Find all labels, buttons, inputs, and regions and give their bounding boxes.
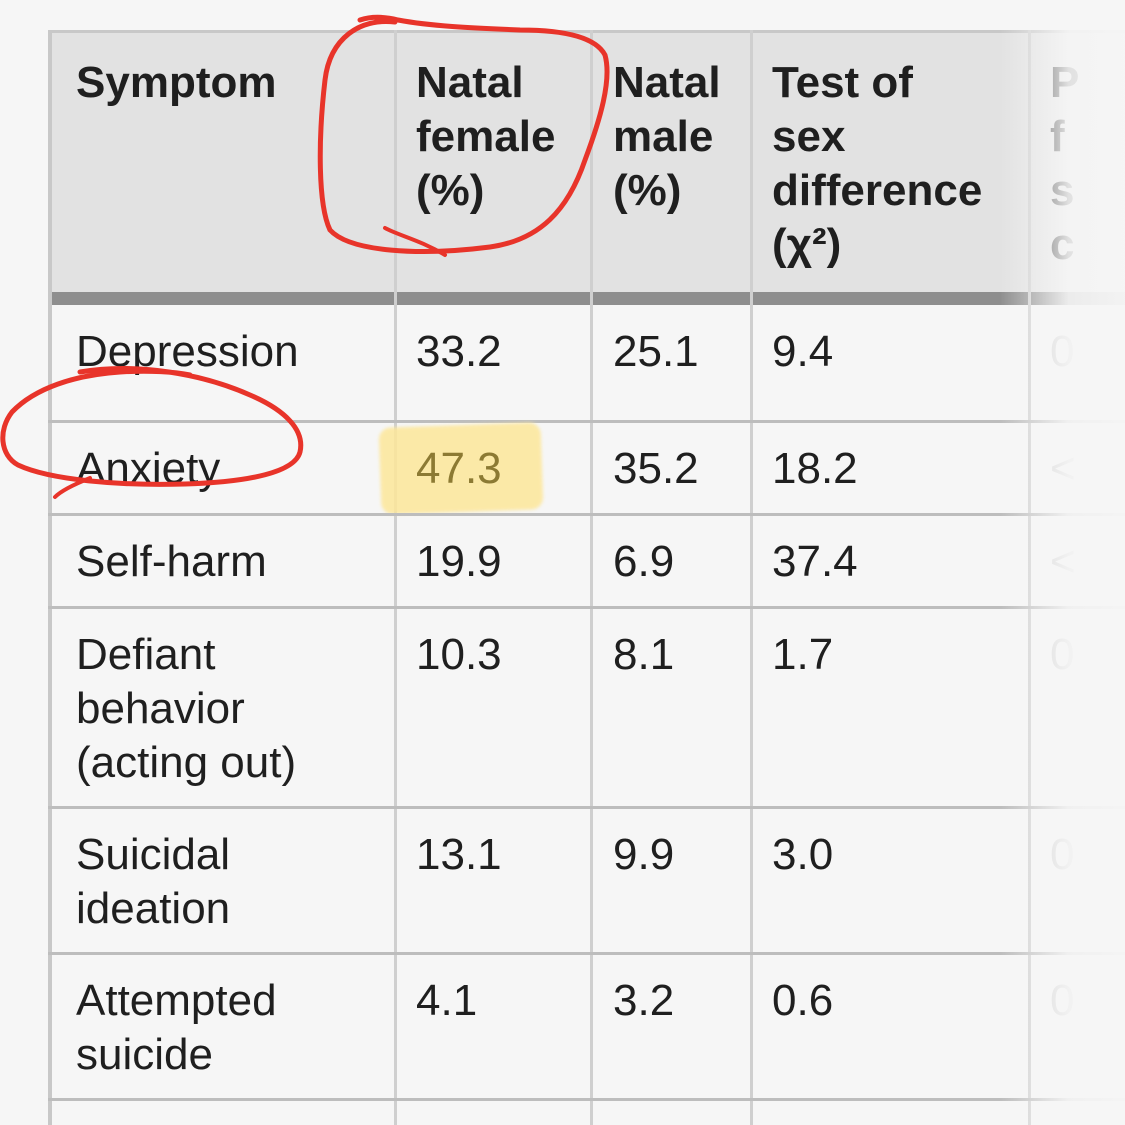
symptom-cell: Self-harm [76,537,267,586]
cut-off-cell: < [1050,444,1076,493]
chi-square-cell: 3.0 [772,830,834,879]
natal-male-cell: 28.1 [585,1120,699,1125]
chi-square-cell: 18.2 [772,444,858,493]
chi-square-cell: 37.4 [772,537,858,586]
chi-square-cell: 1.7 [772,630,834,679]
natal-female-cell: 10.3 [416,630,502,679]
symptom-header: Symptom [76,58,277,107]
natal-male-cell: 8.1 [613,630,675,679]
row-divider [48,606,1125,609]
natal-male-cell: 3.2 [613,976,675,1025]
cut-off-cell: 0 [1050,630,1075,679]
cut-off-cell: 0 [1050,830,1075,879]
symptom-cell: Defiant behavior (acting out) [76,630,297,787]
anxiety-natal-female-value: 47.3 [416,444,502,493]
natal-male-cell: 35.2 [613,444,699,493]
symptom-cell: Depression [76,327,299,376]
symptom-cell: Attempted suicide [76,976,277,1079]
natal-male-header: Natal male (%) [613,58,721,215]
row-divider [48,513,1125,516]
anxiety-label: Anxiety [76,444,221,493]
row-divider [48,420,1125,423]
natal-male-cell: 25.1 [613,327,699,376]
cut-off-cell: 0 [1050,327,1075,376]
table-top-border [48,30,1125,33]
cut-off-header: P f s c [1050,58,1080,269]
natal-male-cell: 9.9 [613,830,675,879]
cut-off-cell: 0 [1050,976,1075,1025]
header-rule [48,292,1125,305]
chi-square-cell: 0.4 [744,1120,833,1125]
test-of-sex-difference-header: Test of sex difference (χ²) [772,58,983,269]
symptom-cell: Suicidal ideation [76,830,231,933]
cut-off-cell: 0 [1022,1120,1074,1125]
symptom-table: Symptom Natal female (%) Natal male (%) … [48,30,1125,1125]
row-divider [48,952,1125,955]
row-divider [48,806,1125,809]
natal-female-cell: 26.5 [388,1120,502,1125]
natal-male-cell: 6.9 [613,537,675,586]
table-left-border [48,30,52,1125]
column-divider [394,30,397,1125]
chi-square-cell: 9.4 [772,327,834,376]
natal-female-header: Natal female (%) [416,58,556,215]
chi-square-cell: 0.6 [772,976,834,1025]
natal-female-cell: 4.1 [416,976,478,1025]
natal-female-cell: 33.2 [416,327,502,376]
column-divider [590,30,593,1125]
row-divider [48,1098,1125,1101]
symptom-cell: Difficulty [48,1120,241,1125]
cut-off-cell: < [1050,537,1076,586]
column-divider [750,30,753,1125]
natal-female-cell: 13.1 [416,830,502,879]
natal-female-cell: 19.9 [416,537,502,586]
